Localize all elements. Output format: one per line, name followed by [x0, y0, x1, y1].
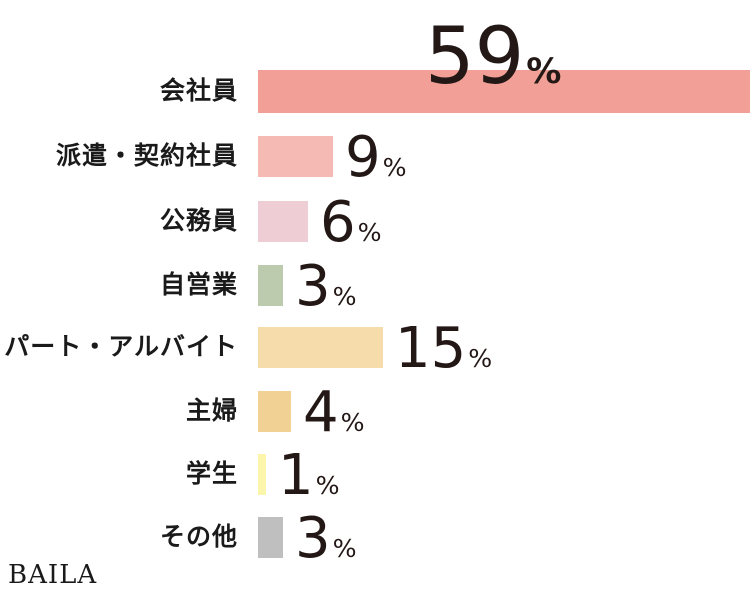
percent-sign: %: [332, 282, 357, 311]
category-label: 学生: [185, 459, 238, 488]
bar: [258, 135, 333, 177]
percent-sign: %: [340, 408, 365, 437]
brand-logo: BAILA: [8, 560, 98, 590]
percent-sign: %: [332, 534, 357, 563]
percent-sign: %: [526, 51, 562, 92]
percent-sign: %: [468, 344, 493, 373]
percent-sign: %: [357, 218, 382, 247]
value-label: 3%: [295, 506, 357, 571]
bar: [258, 200, 308, 242]
bar: [258, 326, 383, 368]
category-label: パート・アルバイト: [4, 332, 238, 361]
percent-sign: %: [382, 153, 407, 182]
bar: [258, 69, 750, 113]
category-label: その他: [159, 522, 238, 551]
bar: [258, 453, 266, 495]
bar: [258, 390, 291, 432]
bar: [258, 516, 283, 558]
value-label: 15%: [395, 316, 493, 381]
category-label: 会社員: [159, 76, 238, 105]
category-label: 自営業: [159, 270, 238, 299]
value-label: 4%: [303, 380, 365, 445]
value-label: 3%: [295, 254, 357, 319]
category-label: 派遣・契約社員: [55, 141, 238, 170]
percent-sign: %: [315, 471, 340, 500]
value-label: 1%: [278, 443, 340, 508]
category-label: 主婦: [185, 396, 238, 425]
bar: [258, 264, 283, 306]
value-label: 6%: [320, 190, 382, 255]
value-label: 9%: [345, 125, 407, 190]
value-label: 59%: [425, 12, 562, 102]
category-label: 公務員: [159, 206, 238, 235]
